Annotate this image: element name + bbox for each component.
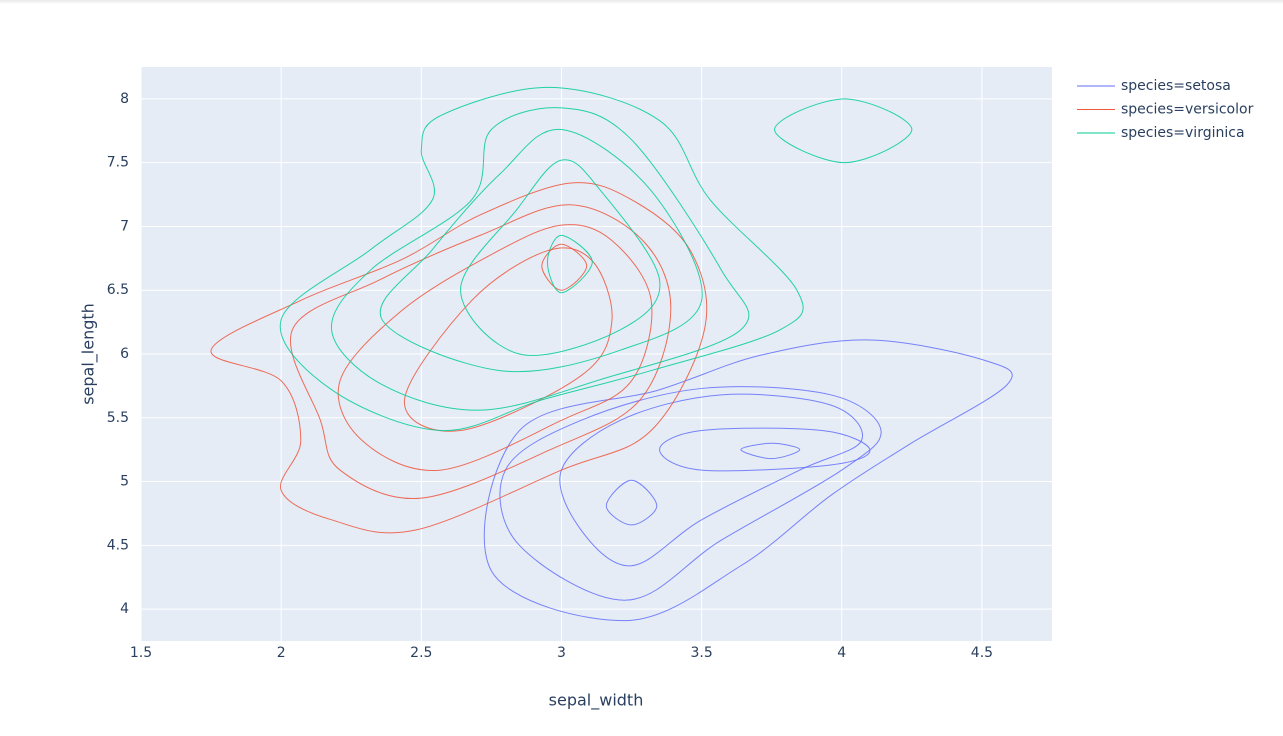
x-axis-title: sepal_width (549, 691, 644, 711)
x-tick-label: 2.5 (410, 645, 432, 661)
contour-line (279, 86, 804, 432)
top-shadow (0, 0, 1283, 4)
contour-line (337, 224, 653, 471)
y-axis-title: sepal_length (79, 303, 99, 405)
y-tick-label: 6.5 (107, 282, 129, 298)
x-tick-label: 4 (837, 645, 846, 661)
y-tick-label: 8 (120, 91, 129, 107)
legend-label: species=versicolor (1121, 102, 1254, 118)
contour-line (403, 247, 613, 432)
y-tick-label: 5.5 (107, 410, 129, 426)
contour-line (460, 159, 661, 356)
y-tick-label: 5 (120, 474, 129, 490)
contour-line (659, 427, 871, 472)
contour-line (331, 107, 750, 411)
contour-line (740, 442, 801, 460)
contour-line (210, 182, 708, 534)
contour-line (379, 128, 703, 373)
y-tick-label: 4.5 (107, 537, 129, 553)
contour-line (605, 479, 658, 526)
y-tick-label: 7.5 (107, 155, 129, 171)
contour-line (483, 339, 1013, 622)
x-tick-label: 4.5 (971, 645, 993, 661)
legend-label: species=setosa (1121, 78, 1231, 94)
contour-line (541, 243, 588, 291)
x-tick-label: 2 (277, 645, 286, 661)
contour-line (290, 204, 672, 500)
legend-label: species=virginica (1121, 125, 1245, 141)
contour-line (499, 386, 882, 601)
y-tick-label: 7 (120, 218, 129, 234)
contour-line (546, 234, 593, 294)
x-tick-label: 3 (557, 645, 566, 661)
contour-line (559, 393, 863, 567)
y-tick-label: 6 (120, 346, 129, 362)
x-tick-label: 1.5 (130, 645, 152, 661)
x-tick-label: 3.5 (690, 645, 712, 661)
contour-line (773, 98, 913, 164)
y-tick-label: 4 (120, 601, 129, 617)
